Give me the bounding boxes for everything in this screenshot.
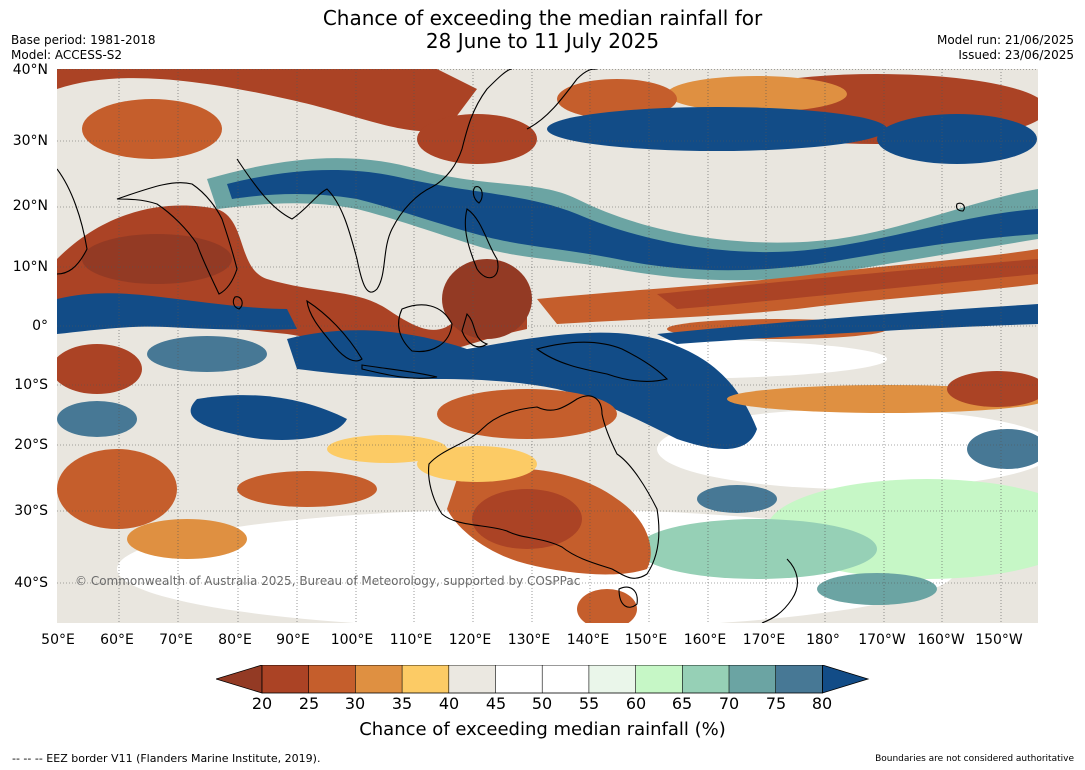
colorbar-tick: 45 [485,694,507,713]
eez-legend-note: -- -- -- EEZ border V11 (Flanders Marine… [12,752,321,765]
colorbar-tick: 35 [391,694,413,713]
lon-label: 150°W [975,632,1023,648]
lon-label: 160°W [917,632,965,648]
lon-label: 90°E [276,632,310,648]
coastlines [57,69,965,623]
lat-label: 20°N [12,198,48,214]
lon-label: 100°E [330,632,374,648]
colorbar-segment [308,665,356,693]
colorbar-tick: 65 [671,694,693,713]
lat-label: 20°S [14,437,48,453]
borneo-coast [398,304,453,353]
graticule [57,69,1038,623]
india-coast [116,182,238,295]
lat-label: 40°N [12,62,48,78]
lon-label: 120°E [448,632,492,648]
hawaii-coast [955,202,965,212]
colorbar-tick: 25 [298,694,320,713]
taiwan-coast [472,186,483,204]
colorbar-label: Chance of exceeding median rainfall (%) [359,719,726,740]
lon-label: 50°E [41,632,75,648]
arabia-coast [57,168,88,275]
australia-coast [428,395,660,579]
sulawesi-coast [461,312,489,348]
colorbar-tick: 40 [438,694,460,713]
lon-label: 140°E [566,632,610,648]
lon-label: 180° [806,632,840,648]
asia-mainland-coast [236,69,513,293]
new-zealand-coast [761,558,798,623]
colorbar-segment [775,665,823,693]
colorbar-segment [355,665,403,693]
lon-label: 110°E [389,632,433,648]
colorbar-tick: 55 [578,694,600,713]
new-guinea-coast [535,341,669,383]
java-coast [361,364,438,379]
rainfall-field [57,69,1038,623]
colorbar-segment [542,665,589,693]
lat-label: 10°S [14,377,48,393]
lon-label: 130°E [507,632,551,648]
lon-label: 170°W [858,632,906,648]
lon-label: 80°E [218,632,252,648]
lat-label: 10°N [12,259,48,275]
colorbar-tick: 75 [765,694,787,713]
colorbar-tick: 20 [251,694,273,713]
japan-coast [526,69,598,130]
colorbar-tick: 80 [811,694,833,713]
colorbar-segment [448,665,496,693]
lon-label: 150°E [624,632,668,648]
colorbar-segment [588,665,636,693]
lat-label: 0° [32,318,48,334]
lon-label: 170°E [742,632,786,648]
colorbar-tick: 50 [531,694,553,713]
lon-label: 160°E [683,632,727,648]
colorbar-extend-low [216,665,263,694]
tasmania-coast [618,586,638,608]
colorbar-segment [682,665,729,693]
rainfall-map: © Commonwealth of Australia 2025, Bureau… [57,69,1038,623]
lat-label: 40°S [14,575,48,591]
lat-label: 30°S [14,503,48,519]
lon-label: 60°E [100,632,134,648]
model-name: Model: ACCESS-S2 [11,48,123,62]
philippines-coast [464,208,499,279]
colorbar-segment [495,665,543,693]
colorbar-segment [635,665,683,693]
lon-label: 70°E [159,632,193,648]
colorbar-segment [729,665,776,693]
lat-label: 30°N [12,133,48,149]
colorbar-tick: 60 [625,694,647,713]
map-title-line2: 28 June to 11 July 2025 [425,29,660,53]
copyright-notice: © Commonwealth of Australia 2025, Bureau… [75,574,581,588]
issued-date: Issued: 23/06/2025 [958,48,1074,62]
colorbar-segment [402,665,449,693]
base-period: Base period: 1981-2018 [11,33,156,47]
colorbar-segment [262,665,309,693]
model-run: Model run: 21/06/2025 [936,33,1074,47]
colorbar-tick: 30 [344,694,366,713]
colorbar-extend-high [822,665,870,694]
colorbar-tick: 70 [718,694,740,713]
colorbar [216,665,870,694]
sumatra-coast [306,299,363,362]
map-title-line1: Chance of exceeding the median rainfall … [322,6,763,30]
boundaries-disclaimer: Boundaries are not considered authoritat… [875,754,1074,764]
sri-lanka-coast [232,296,243,310]
